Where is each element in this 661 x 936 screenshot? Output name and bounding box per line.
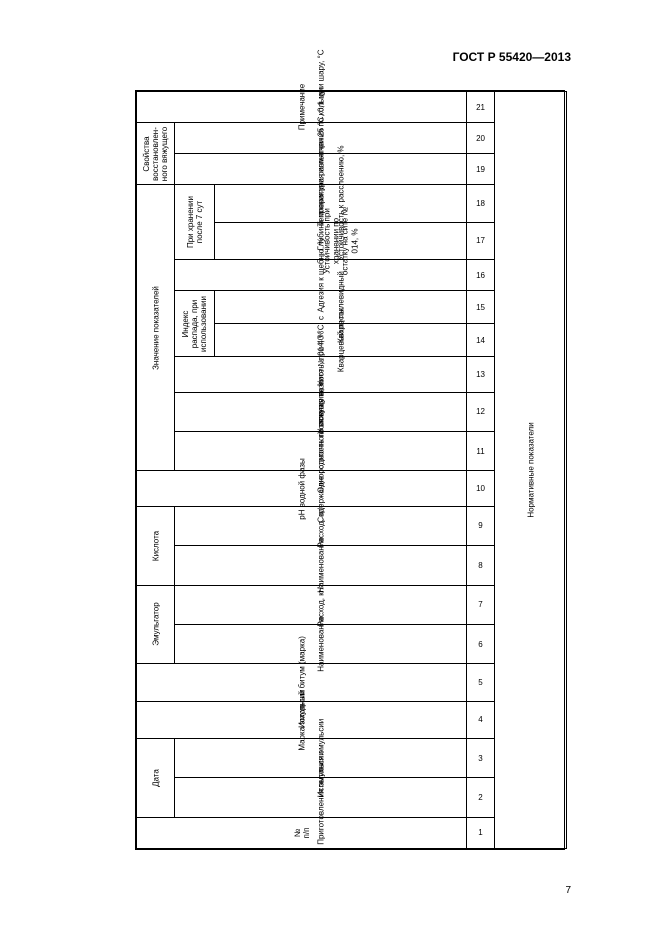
group-date: Дата <box>151 769 160 787</box>
num-7: 7 <box>467 585 495 624</box>
num-5: 5 <box>467 664 495 701</box>
num-12: 12 <box>467 392 495 431</box>
num-10: 10 <box>467 471 495 506</box>
num-20: 20 <box>467 123 495 154</box>
group-acid: Кислота <box>151 531 160 561</box>
group-indicators: Значение показателей <box>151 286 160 370</box>
num-2: 2 <box>467 778 495 817</box>
num-13: 13 <box>467 357 495 392</box>
group-decay: Индексраспада, прииспользовании <box>181 293 209 355</box>
journal-table: Примечание 21 Нормативные показатели Сво… <box>135 90 565 850</box>
num-19: 19 <box>467 154 495 185</box>
page-number: 7 <box>565 885 571 896</box>
num-4: 4 <box>467 701 495 738</box>
num-21: 21 <box>467 92 495 123</box>
num-15: 15 <box>467 291 495 324</box>
num-11: 11 <box>467 432 495 471</box>
num-17: 17 <box>467 222 495 259</box>
group-emulg: Эмульгатор <box>151 603 160 646</box>
group-restored: Свойствавосстановлен-ного вяжущего <box>142 124 170 184</box>
num-18: 18 <box>467 185 495 222</box>
num-14: 14 <box>467 324 495 357</box>
num-9: 9 <box>467 506 495 545</box>
num-6: 6 <box>467 624 495 663</box>
col-npp: №п/п <box>292 819 310 847</box>
num-3: 3 <box>467 738 495 777</box>
doc-code: ГОСТ Р 55420—2013 <box>453 50 571 64</box>
num-16: 16 <box>467 259 495 290</box>
num-8: 8 <box>467 546 495 585</box>
norm-row-label: Нормативные показатели <box>526 422 535 517</box>
num-1: 1 <box>467 817 495 848</box>
form-title: Форма журнала контроля качества эмульсий… <box>110 0 122 90</box>
group-storage: При хранениипосле 7 сут <box>185 187 203 257</box>
